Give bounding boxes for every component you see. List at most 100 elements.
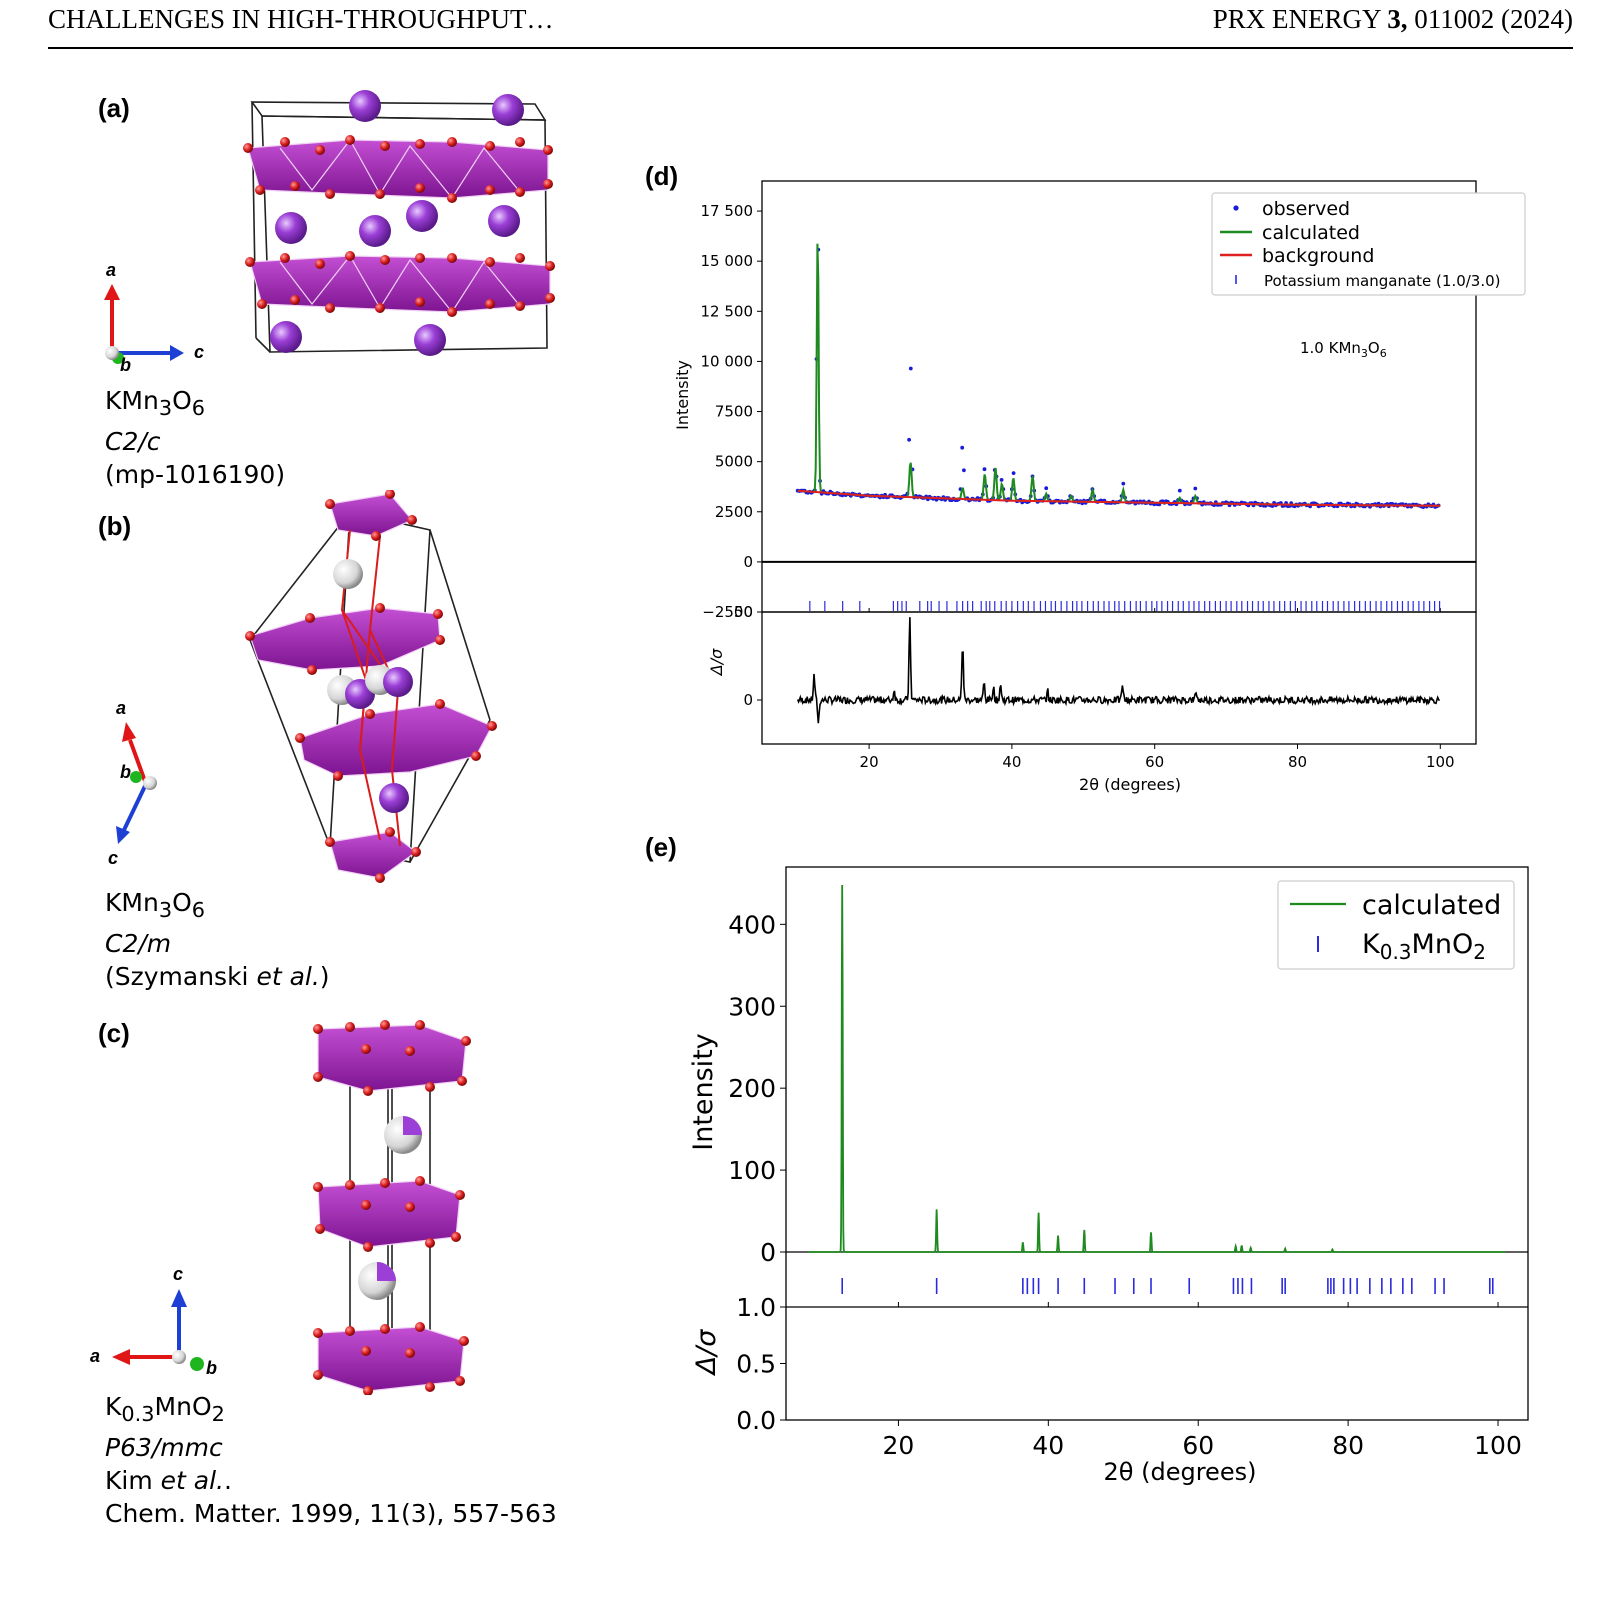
journal-name: PRX ENERGY <box>1212 4 1388 34</box>
article-id-year: 011002 (2024) <box>1407 4 1573 34</box>
panel-c-structure <box>112 1020 471 1395</box>
journal-volume: 3, <box>1387 4 1408 34</box>
panel-b-caption: KMn3O6 C2/m (Szymanski et al.) <box>105 886 330 993</box>
panel-b-space-group: C2/m <box>105 929 172 958</box>
panel-b-source: (Szymanski et al.) <box>105 962 330 991</box>
panel-d-label: (d) <box>645 161 679 191</box>
legend-observed-marker <box>1233 205 1239 211</box>
panel-b-axis-a-label: a <box>116 698 127 718</box>
chart-d-residual-ytick-label: 0 <box>743 691 753 709</box>
chart-e-ytick-label: 300 <box>728 992 776 1021</box>
panel-b-label: (b) <box>98 511 132 541</box>
chart-e-xlabel: 2θ (degrees) <box>1104 1458 1257 1486</box>
chart-e-ytick-label: 200 <box>728 1074 776 1103</box>
panel-a-axis-a-label: a <box>106 260 117 280</box>
panel-a-label: (a) <box>98 93 130 123</box>
chart-d-xtick-label: 40 <box>1002 753 1021 771</box>
chart-d-ytick-label: 12 500 <box>701 302 754 320</box>
chart-e-residual-ytick-label: 0.5 <box>736 1350 776 1379</box>
chart-d-difference-line <box>796 617 1441 724</box>
chart-d-xtick-label: 20 <box>860 753 879 771</box>
observed-point <box>907 437 911 442</box>
chart-e-legend: calculated K0.3MnO2 <box>1277 880 1515 970</box>
legend-phase: Potassium manganate (1.0/3.0) <box>1264 272 1501 290</box>
chart-e-ytick-label: 100 <box>728 1156 776 1185</box>
panel-c-axis-b-label: b <box>206 1358 217 1378</box>
oxygen-atoms <box>245 490 497 883</box>
observed-point <box>960 445 965 450</box>
chart-d-residual-frame <box>761 611 1477 745</box>
chart-d-residual-ylabel: Δ/σ <box>707 648 726 677</box>
chart-d-ytick-label: 17 500 <box>701 202 754 220</box>
panel-e-label: (e) <box>645 832 677 862</box>
potassium-atoms <box>358 1116 422 1300</box>
chart-e-residual-ytick-label: 0.0 <box>736 1406 776 1435</box>
observed-point <box>908 366 913 371</box>
observed-point <box>1044 486 1049 491</box>
legend-background: background <box>1262 245 1374 267</box>
running-header-left: CHALLENGES IN HIGH-THROUGHPUT… <box>48 4 554 34</box>
axis-triad-a <box>104 284 184 364</box>
chart-d-ytick-label: 10 000 <box>701 352 754 370</box>
oxygen-atoms <box>313 1020 471 1395</box>
panel-c-label: (c) <box>98 1018 130 1048</box>
panel-a-space-group: C2/c <box>105 427 161 456</box>
observed-point <box>962 468 966 473</box>
legend-observed: observed <box>1262 198 1350 220</box>
panel-c-axis-c-label: c <box>173 1264 184 1284</box>
legend-e-phase: K0.3MnO2 <box>1362 929 1486 964</box>
chart-d-plot-area: 0 2500 5000 7500 10 000 12 500 15 000 17 500 −25… <box>701 180 1477 771</box>
panel-a-axis-b-label: b <box>120 355 131 375</box>
mno6-layer-top <box>247 138 549 200</box>
chart-d-ytick-label: 7500 <box>715 403 753 421</box>
chart-d-xtick-label: 80 <box>1288 753 1307 771</box>
chart-e-reflection-ticks <box>841 1278 1494 1294</box>
observed-point <box>1177 488 1182 493</box>
potassium-atoms <box>327 559 413 813</box>
chart-e-residual-ylabel: Δ/σ <box>691 1329 722 1377</box>
observed-point <box>1121 481 1126 486</box>
chart-e-ytick-label: 400 <box>728 910 776 939</box>
panel-a-caption: KMn3O6 C2/c (mp-1016190) <box>105 384 285 491</box>
chart-e-plot-area: 0 100 200 300 400 0.0 0.5 1.0 20 40 60 80 100 <box>728 866 1529 1460</box>
mno6-layers <box>317 1024 467 1392</box>
chart-d-ylabel: Intensity <box>673 360 692 430</box>
panel-a-source: (mp-1016190) <box>105 460 286 489</box>
axis-triad-c <box>112 1289 204 1371</box>
mno6-polyhedra <box>249 493 493 879</box>
panel-c-space-group: P63/mmc <box>105 1433 223 1462</box>
legend-e-calculated: calculated <box>1362 890 1501 921</box>
chart-d-xtick-label: 60 <box>1145 753 1164 771</box>
panel-b-axis-c-label: c <box>108 848 119 868</box>
chart-d-residual-ytick-label: 50 <box>734 603 753 621</box>
chart-d-ytick-label: 15 000 <box>701 252 754 270</box>
panel-c-axis-a-label: a <box>90 1346 101 1366</box>
oxygen-atoms <box>243 135 555 317</box>
observed-point <box>999 478 1004 482</box>
chart-d-reflection-ticks <box>809 601 1441 611</box>
axis-triad-b <box>116 722 157 844</box>
panel-a-structure <box>104 90 555 364</box>
chart-d-legend: observed calculated background Potassium… <box>1211 192 1526 296</box>
chart-d-ytick-label: 0 <box>743 553 753 571</box>
chart-e-residual-ytick-label: 1.0 <box>736 1293 776 1322</box>
chart-d-ytick-label: −2500 <box>702 603 753 621</box>
chart-e-frame <box>785 866 1529 1421</box>
panel-b-axis-b-label: b <box>120 762 131 782</box>
panel-c-caption: K0.3MnO2 P63/mmc Kim et al.. Chem. Matte… <box>105 1390 557 1530</box>
chart-d-ytick-label: 5000 <box>715 453 753 471</box>
chart-e-xtick-label: 100 <box>1474 1431 1522 1460</box>
panel-c-source: Kim et al.. <box>105 1466 232 1495</box>
chart-d-xlabel: 2θ (degrees) <box>1079 775 1181 794</box>
chart-d-xtick-label: 100 <box>1426 753 1455 771</box>
legend-calculated: calculated <box>1262 222 1360 244</box>
chart-e-ylabel: Intensity <box>688 1033 719 1151</box>
panel-a-formula: KMn3O6 <box>105 386 206 420</box>
observed-point <box>1193 486 1198 491</box>
chart-e-calculated-line <box>808 884 1506 1253</box>
chart-e-xtick-label: 20 <box>883 1431 915 1460</box>
panel-c-reference: Chem. Matter. 1999, 11(3), 557-563 <box>105 1499 557 1528</box>
header-rule <box>48 47 1573 49</box>
